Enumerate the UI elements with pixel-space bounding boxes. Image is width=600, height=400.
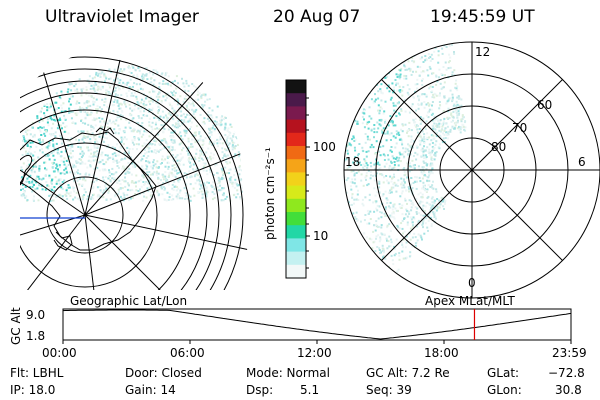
gain-info: Gain: 14	[125, 383, 176, 397]
mlat-label-60: 60	[537, 98, 553, 112]
mlt-label-18: 18	[345, 155, 361, 169]
colorbar-tick-10: 10	[313, 229, 329, 243]
colorbar-unit-label: photon cm⁻²s⁻¹	[263, 147, 277, 240]
colorbar-band	[286, 146, 306, 160]
glat-value: −72.8	[548, 366, 585, 380]
colorbar-band	[286, 172, 306, 187]
timeline-tick-0600: 06:00	[170, 346, 205, 360]
colorbar-band	[286, 238, 306, 253]
glat-label: GLat:	[487, 366, 520, 380]
colorbar-band	[286, 225, 306, 239]
dsp-value: 5.1	[300, 383, 320, 397]
colorbar	[286, 80, 306, 279]
timeline-tick-0000: 00:00	[42, 346, 77, 360]
dsp-label: Dsp:	[246, 383, 274, 397]
mlt-label-6: 6	[578, 155, 586, 169]
time-label: 19:45:59 UT	[430, 7, 535, 27]
colorbar-band	[286, 212, 306, 226]
door-info: Door: Closed	[125, 366, 202, 380]
geographic-caption: Geographic Lat/Lon	[70, 294, 188, 308]
gc-alt-info: GC Alt: 7.2 Re	[366, 366, 450, 380]
mlt-label-12: 12	[475, 45, 491, 59]
colorbar-band	[286, 132, 306, 147]
instrument-title: Ultraviolet Imager	[45, 7, 199, 27]
colorbar-band	[286, 185, 306, 200]
altitude-timeline	[62, 308, 572, 344]
colorbar-band	[286, 264, 306, 279]
apex-polar-plot	[343, 41, 600, 299]
timeline-y-top: 9.0	[26, 308, 46, 322]
geographic-image	[20, 56, 250, 290]
glon-label: GLon:	[487, 383, 522, 397]
mode-info: Mode: Normal	[246, 366, 330, 380]
glon-value: 30.8	[555, 383, 582, 397]
timeline-tick-1200: 12:00	[297, 346, 332, 360]
colorbar-tick-100: 100	[313, 140, 336, 154]
apex-caption: Apex MLat/MLT	[425, 294, 515, 308]
colorbar-band	[286, 251, 306, 266]
colorbar-band	[286, 198, 306, 213]
colorbar-band	[286, 159, 306, 173]
timeline-tick-1800: 18:00	[424, 346, 459, 360]
colorbar-band	[286, 106, 306, 121]
timeline-axis-label: GC Alt	[9, 307, 23, 345]
colorbar-band	[286, 80, 306, 94]
date-label: 20 Aug 07	[273, 7, 361, 27]
timeline-y-bottom: 1.8	[26, 329, 46, 343]
seq-info: Seq: 39	[366, 383, 412, 397]
mlat-label-80: 80	[491, 140, 507, 154]
colorbar-band	[286, 119, 306, 134]
filter-info: Flt: LBHL	[10, 366, 64, 380]
colorbar-band	[286, 93, 306, 107]
mlat-label-70: 70	[512, 121, 528, 135]
timeline-tick-2359: 23:59	[552, 346, 587, 360]
ip-info: IP: 18.0	[10, 383, 56, 397]
mlt-label-0: 0	[468, 276, 476, 290]
